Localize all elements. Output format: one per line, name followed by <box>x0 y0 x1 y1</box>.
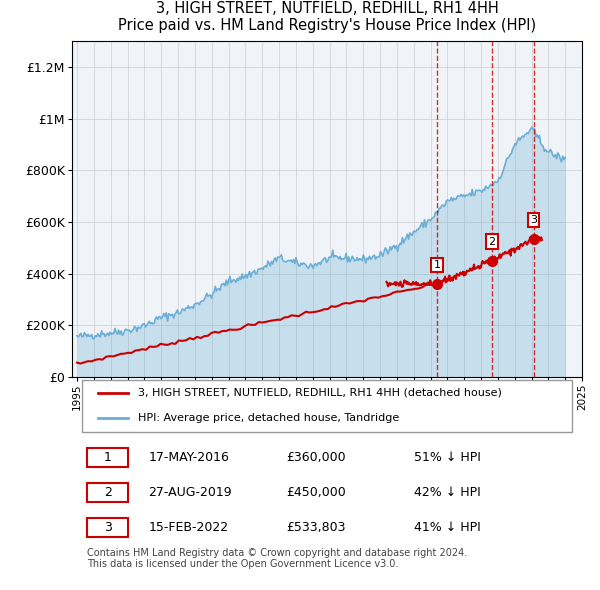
FancyBboxPatch shape <box>88 517 128 537</box>
Text: 42% ↓ HPI: 42% ↓ HPI <box>414 486 481 499</box>
Text: 3, HIGH STREET, NUTFIELD, REDHILL, RH1 4HH (detached house): 3, HIGH STREET, NUTFIELD, REDHILL, RH1 4… <box>139 388 502 398</box>
Text: 51% ↓ HPI: 51% ↓ HPI <box>414 451 481 464</box>
Text: Contains HM Land Registry data © Crown copyright and database right 2024.
This d: Contains HM Land Registry data © Crown c… <box>88 548 467 569</box>
Text: £360,000: £360,000 <box>286 451 346 464</box>
Text: 15-FEB-2022: 15-FEB-2022 <box>149 521 229 534</box>
Text: 1: 1 <box>433 260 440 270</box>
Text: 3: 3 <box>104 521 112 534</box>
Text: 1: 1 <box>104 451 112 464</box>
Text: 41% ↓ HPI: 41% ↓ HPI <box>414 521 481 534</box>
Text: 3: 3 <box>530 215 537 225</box>
Text: £450,000: £450,000 <box>286 486 346 499</box>
FancyBboxPatch shape <box>88 448 128 467</box>
Text: £533,803: £533,803 <box>286 521 346 534</box>
Text: 2: 2 <box>104 486 112 499</box>
Title: 3, HIGH STREET, NUTFIELD, REDHILL, RH1 4HH
Price paid vs. HM Land Registry's Hou: 3, HIGH STREET, NUTFIELD, REDHILL, RH1 4… <box>118 1 536 33</box>
Text: 27-AUG-2019: 27-AUG-2019 <box>149 486 232 499</box>
Text: 2: 2 <box>488 237 496 247</box>
Text: 17-MAY-2016: 17-MAY-2016 <box>149 451 229 464</box>
FancyBboxPatch shape <box>82 380 572 431</box>
FancyBboxPatch shape <box>88 483 128 502</box>
Text: HPI: Average price, detached house, Tandridge: HPI: Average price, detached house, Tand… <box>139 413 400 423</box>
